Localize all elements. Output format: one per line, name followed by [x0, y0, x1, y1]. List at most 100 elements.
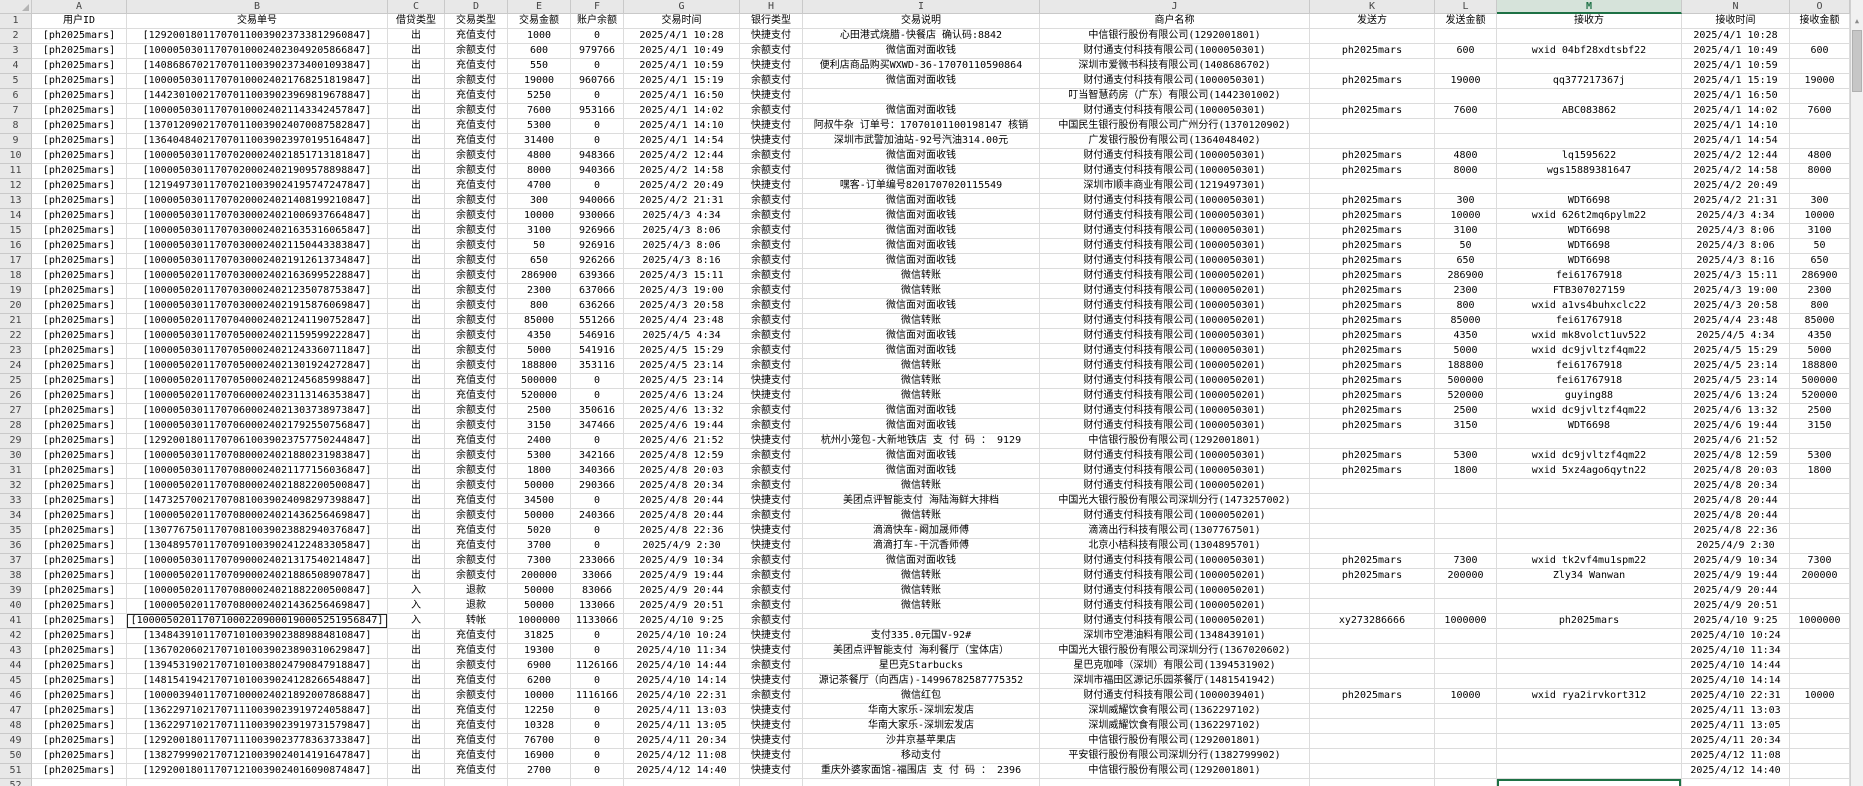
cell-G3[interactable]: 2025/4/1 10:49 — [624, 44, 740, 59]
cell-C34[interactable]: 出 — [388, 509, 445, 524]
cell-I21[interactable]: 微信转账 — [803, 314, 1040, 329]
cell-A10[interactable]: [ph2025mars] — [32, 149, 127, 164]
cell-O49[interactable] — [1790, 734, 1850, 749]
row-header-10[interactable]: 10 — [0, 149, 32, 164]
cell-C6[interactable]: 出 — [388, 89, 445, 104]
cell-O51[interactable] — [1790, 764, 1850, 779]
cell-G5[interactable]: 2025/4/1 15:19 — [624, 74, 740, 89]
cell-N39[interactable]: 2025/4/9 20:44 — [1682, 584, 1790, 599]
cell-D19[interactable]: 余额支付 — [445, 284, 508, 299]
cell-N19[interactable]: 2025/4/3 19:00 — [1682, 284, 1790, 299]
column-header-A[interactable]: A — [32, 0, 127, 14]
cell-I6[interactable] — [803, 89, 1040, 104]
cell-F38[interactable]: 33066 — [571, 569, 624, 584]
cell-M32[interactable] — [1497, 479, 1682, 494]
cell-H20[interactable]: 余额支付 — [740, 299, 803, 314]
cell-L38[interactable]: 200000 — [1435, 569, 1497, 584]
header-cell-H[interactable]: 银行类型 — [740, 14, 803, 29]
cell-D50[interactable]: 充值支付 — [445, 749, 508, 764]
cell-H44[interactable]: 余额支付 — [740, 659, 803, 674]
cell-E19[interactable]: 2300 — [508, 284, 571, 299]
cell-H5[interactable]: 余额支付 — [740, 74, 803, 89]
cell-O20[interactable]: 800 — [1790, 299, 1850, 314]
cell-L42[interactable] — [1435, 629, 1497, 644]
row-header-11[interactable]: 11 — [0, 164, 32, 179]
cell-K37[interactable]: ph2025mars — [1310, 554, 1435, 569]
cell-E2[interactable]: 1000 — [508, 29, 571, 44]
cell-B3[interactable]: [100005030117070100024023049205866847] — [127, 44, 388, 59]
cell-E51[interactable]: 2700 — [508, 764, 571, 779]
row-header-50[interactable]: 50 — [0, 749, 32, 764]
cell-N23[interactable]: 2025/4/5 15:29 — [1682, 344, 1790, 359]
cell-B34[interactable]: [100005020117070800024021436256469847] — [127, 509, 388, 524]
cell-E3[interactable]: 600 — [508, 44, 571, 59]
cell-B52[interactable] — [127, 779, 388, 786]
cell-J43[interactable]: 中国光大银行股份有限公司深圳分行(1367020602) — [1040, 644, 1310, 659]
cell-M23[interactable]: wxid dc9jvltzf4qm22 — [1497, 344, 1682, 359]
cell-E42[interactable]: 31825 — [508, 629, 571, 644]
cell-I7[interactable]: 微信面对面收钱 — [803, 104, 1040, 119]
cell-L14[interactable]: 10000 — [1435, 209, 1497, 224]
cell-C22[interactable]: 出 — [388, 329, 445, 344]
cell-M36[interactable] — [1497, 539, 1682, 554]
cell-K4[interactable] — [1310, 59, 1435, 74]
row-header-28[interactable]: 28 — [0, 419, 32, 434]
cell-H50[interactable]: 快捷支付 — [740, 749, 803, 764]
cell-B6[interactable]: [144230100217070110039023969819678847] — [127, 89, 388, 104]
cell-B23[interactable]: [100005030117070500024021243360711847] — [127, 344, 388, 359]
cell-D36[interactable]: 充值支付 — [445, 539, 508, 554]
cell-I30[interactable]: 微信面对面收钱 — [803, 449, 1040, 464]
cell-N16[interactable]: 2025/4/3 8:06 — [1682, 239, 1790, 254]
cell-F5[interactable]: 960766 — [571, 74, 624, 89]
cell-D33[interactable]: 充值支付 — [445, 494, 508, 509]
cell-G21[interactable]: 2025/4/4 23:48 — [624, 314, 740, 329]
cell-G18[interactable]: 2025/4/3 15:11 — [624, 269, 740, 284]
cell-E9[interactable]: 31400 — [508, 134, 571, 149]
cell-H25[interactable]: 快捷支付 — [740, 374, 803, 389]
row-header-27[interactable]: 27 — [0, 404, 32, 419]
cell-C27[interactable]: 出 — [388, 404, 445, 419]
cell-H26[interactable]: 快捷支付 — [740, 389, 803, 404]
cell-M33[interactable] — [1497, 494, 1682, 509]
cell-K2[interactable] — [1310, 29, 1435, 44]
column-header-K[interactable]: K — [1310, 0, 1435, 14]
cell-M8[interactable] — [1497, 119, 1682, 134]
cell-O22[interactable]: 4350 — [1790, 329, 1850, 344]
cell-M46[interactable]: wxid rya2irvkort312 — [1497, 689, 1682, 704]
cell-N36[interactable]: 2025/4/9 2:30 — [1682, 539, 1790, 554]
cell-C40[interactable]: 入 — [388, 599, 445, 614]
cell-A8[interactable]: [ph2025mars] — [32, 119, 127, 134]
row-header-1[interactable]: 1 — [0, 14, 32, 29]
cell-H36[interactable]: 快捷支付 — [740, 539, 803, 554]
cell-B51[interactable]: [129200180117071210039024016090874847] — [127, 764, 388, 779]
cell-L37[interactable]: 7300 — [1435, 554, 1497, 569]
cell-O14[interactable]: 10000 — [1790, 209, 1850, 224]
cell-F14[interactable]: 930066 — [571, 209, 624, 224]
cell-K9[interactable] — [1310, 134, 1435, 149]
cell-G30[interactable]: 2025/4/8 12:59 — [624, 449, 740, 464]
cell-L2[interactable] — [1435, 29, 1497, 44]
row-header-2[interactable]: 2 — [0, 29, 32, 44]
column-header-J[interactable]: J — [1040, 0, 1310, 14]
cell-L6[interactable] — [1435, 89, 1497, 104]
scroll-up-icon[interactable]: ▲ — [1854, 17, 1860, 25]
cell-M25[interactable]: fei61767918 — [1497, 374, 1682, 389]
cell-I39[interactable]: 微信转账 — [803, 584, 1040, 599]
cell-B45[interactable]: [148154194217071010039024128266548847] — [127, 674, 388, 689]
cell-F6[interactable]: 0 — [571, 89, 624, 104]
cell-D34[interactable]: 余额支付 — [445, 509, 508, 524]
cell-J38[interactable]: 财付通支付科技有限公司(1000050201) — [1040, 569, 1310, 584]
cell-F35[interactable]: 0 — [571, 524, 624, 539]
cell-J17[interactable]: 财付通支付科技有限公司(1000050301) — [1040, 254, 1310, 269]
cell-M16[interactable]: WDT6698 — [1497, 239, 1682, 254]
cell-K22[interactable]: ph2025mars — [1310, 329, 1435, 344]
column-header-F[interactable]: F — [571, 0, 624, 14]
cell-M26[interactable]: guying88 — [1497, 389, 1682, 404]
cell-B2[interactable]: [129200180117070110039023733812960847] — [127, 29, 388, 44]
cell-F22[interactable]: 546916 — [571, 329, 624, 344]
cell-H11[interactable]: 余额支付 — [740, 164, 803, 179]
cell-L40[interactable] — [1435, 599, 1497, 614]
cell-J21[interactable]: 财付通支付科技有限公司(1000050201) — [1040, 314, 1310, 329]
cell-G47[interactable]: 2025/4/11 13:03 — [624, 704, 740, 719]
cell-G7[interactable]: 2025/4/1 14:02 — [624, 104, 740, 119]
